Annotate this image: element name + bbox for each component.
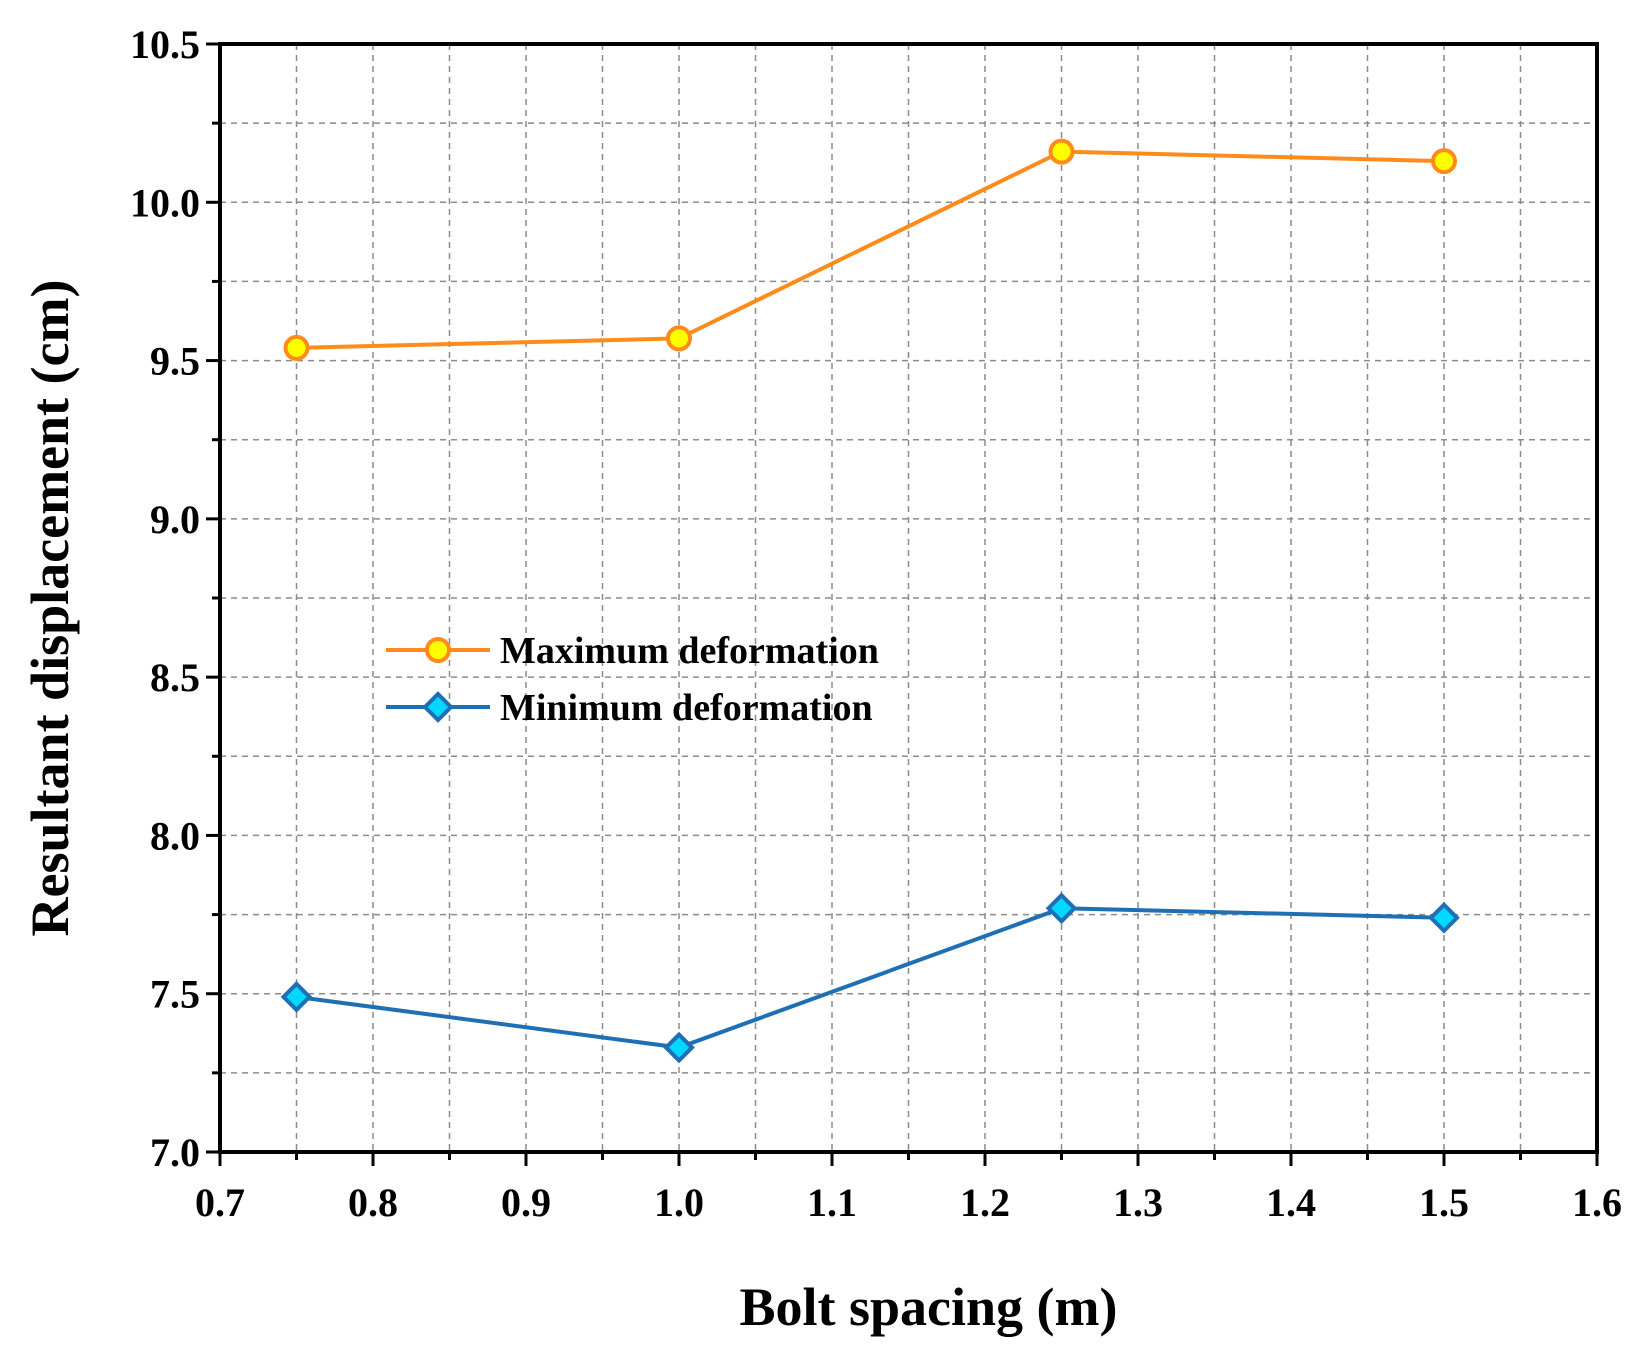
series-1	[280, 892, 1460, 1064]
x-tick-label: 1.5	[1419, 1180, 1469, 1225]
data-point-circle	[666, 325, 692, 352]
y-tick-label: 9.0	[150, 497, 200, 542]
data-point-diamond	[422, 691, 454, 723]
series-layer	[280, 138, 1460, 1064]
x-tick-label: 0.9	[501, 1180, 551, 1225]
legend-label: Minimum deformation	[500, 687, 873, 729]
data-point-diamond	[1045, 892, 1078, 925]
x-tick-label: 1.6	[1572, 1180, 1622, 1225]
data-point-circle	[1431, 148, 1457, 175]
data-point-circle	[283, 334, 310, 361]
y-tick-label: 8.5	[150, 655, 200, 700]
legend-entry: Maximum deformation	[386, 630, 879, 672]
legend-label: Maximum deformation	[500, 630, 879, 672]
data-point-diamond	[1428, 901, 1460, 934]
axis-ticks	[206, 42, 1599, 1166]
y-tick-label: 10.0	[130, 180, 200, 225]
y-tick-label: 10.5	[130, 22, 200, 67]
x-tick-label: 1.4	[1266, 1180, 1316, 1225]
data-point-diamond	[280, 981, 313, 1013]
series-0	[283, 138, 1457, 361]
y-tick-label: 7.5	[150, 972, 200, 1017]
data-point-diamond	[663, 1031, 695, 1064]
y-axis-title: Resultant displacement (cm)	[20, 280, 80, 937]
legend: Maximum deformation Minimum deformation	[386, 630, 879, 729]
x-tick-label: 1.1	[807, 1180, 857, 1225]
x-tick-label: 0.7	[195, 1180, 245, 1225]
x-tick-label: 1.3	[1113, 1180, 1163, 1225]
x-tick-label: 1.2	[960, 1180, 1010, 1225]
tick-labels: 0.7 0.8 0.9 1.0 1.1 1.2 1.3 1.4 1.5 1.6 7.0 7.5 8.0 8…	[130, 22, 1622, 1225]
x-tick-label: 1.0	[654, 1180, 704, 1225]
data-point-circle	[425, 637, 451, 663]
series-line	[296, 149, 1445, 350]
x-axis-title: Bolt spacing (m)	[740, 1277, 1118, 1337]
y-tick-label: 7.0	[150, 1130, 200, 1175]
x-tick-label: 0.8	[348, 1180, 398, 1225]
series-line	[296, 906, 1445, 1050]
legend-entry: Minimum deformation	[386, 687, 873, 729]
y-tick-label: 9.5	[150, 339, 200, 384]
grid-lines	[220, 44, 1597, 1152]
y-tick-label: 8.0	[150, 813, 200, 858]
data-point-circle	[1048, 138, 1075, 165]
